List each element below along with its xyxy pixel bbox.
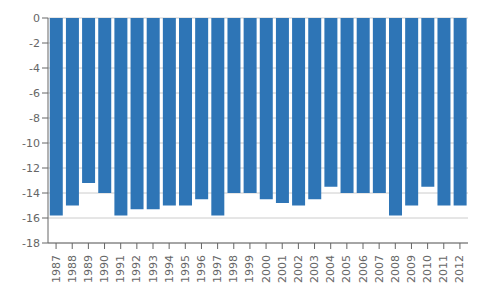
svg-text:2003: 2003 [308, 255, 321, 283]
svg-text:1990: 1990 [98, 255, 111, 283]
svg-text:1998: 1998 [227, 255, 240, 283]
svg-text:-4: -4 [29, 62, 40, 75]
svg-text:-16: -16 [22, 212, 40, 225]
svg-text:0: 0 [33, 12, 40, 25]
svg-text:1996: 1996 [195, 255, 208, 283]
svg-text:-12: -12 [22, 162, 40, 175]
svg-text:1993: 1993 [147, 255, 160, 283]
svg-text:2012: 2012 [453, 255, 466, 283]
svg-text:-6: -6 [29, 87, 40, 100]
svg-text:1997: 1997 [211, 255, 224, 283]
svg-text:-10: -10 [22, 137, 40, 150]
svg-text:2007: 2007 [373, 255, 386, 283]
svg-text:1991: 1991 [114, 255, 127, 283]
svg-text:-8: -8 [29, 112, 40, 125]
svg-text:-2: -2 [29, 37, 40, 50]
svg-text:2008: 2008 [389, 255, 402, 283]
svg-text:-18: -18 [22, 237, 40, 250]
svg-text:1989: 1989 [82, 255, 95, 283]
svg-text:2004: 2004 [324, 255, 337, 283]
svg-text:1988: 1988 [66, 255, 79, 283]
svg-text:2001: 2001 [276, 255, 289, 283]
svg-text:2000: 2000 [260, 255, 273, 283]
svg-text:1995: 1995 [179, 255, 192, 283]
svg-text:2010: 2010 [421, 255, 434, 283]
svg-text:-14: -14 [22, 187, 40, 200]
svg-text:1999: 1999 [243, 255, 256, 283]
svg-text:2009: 2009 [405, 255, 418, 283]
svg-text:1994: 1994 [163, 255, 176, 283]
svg-text:2002: 2002 [292, 255, 305, 283]
svg-text:2011: 2011 [437, 255, 450, 283]
svg-text:1987: 1987 [50, 255, 63, 283]
svg-text:1992: 1992 [130, 255, 143, 283]
svg-text:2005: 2005 [340, 255, 353, 283]
svg-text:2006: 2006 [357, 255, 370, 283]
